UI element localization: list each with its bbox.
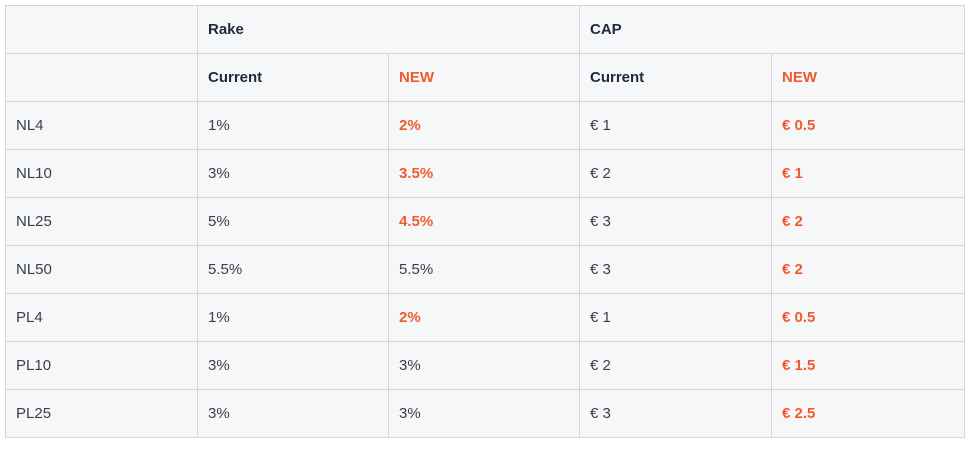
- empty-corner-cell: [5, 5, 198, 54]
- rake-new-header: NEW: [388, 53, 580, 102]
- rake-new-cell: 3%: [388, 341, 580, 390]
- cap-new-cell: € 2.5: [771, 389, 965, 438]
- rake-current-cell: 1%: [197, 293, 389, 342]
- table-body: Rake CAP Current NEW Current NEW NL4 1% 2%…: [5, 5, 965, 438]
- cap-new-header: NEW: [771, 53, 965, 102]
- cap-current-cell: € 2: [579, 341, 772, 390]
- stake-cell: NL50: [5, 245, 198, 294]
- rake-new-cell: 4.5%: [388, 197, 580, 246]
- rake-new-cell: 3.5%: [388, 149, 580, 198]
- rake-new-cell: 2%: [388, 101, 580, 150]
- cap-current-cell: € 3: [579, 245, 772, 294]
- cap-new-cell: € 1: [771, 149, 965, 198]
- rake-current-cell: 3%: [197, 389, 389, 438]
- rake-new-cell: 2%: [388, 293, 580, 342]
- rake-current-cell: 3%: [197, 149, 389, 198]
- rake-current-cell: 5.5%: [197, 245, 389, 294]
- cap-group-header: CAP: [579, 5, 965, 54]
- sub-header-row: Current NEW Current NEW: [5, 53, 965, 102]
- cap-new-cell: € 2: [771, 197, 965, 246]
- rake-current-header: Current: [197, 53, 389, 102]
- rake-new-cell: 5.5%: [388, 245, 580, 294]
- stake-cell: NL25: [5, 197, 198, 246]
- rake-cap-table-container: Rake CAP Current NEW Current NEW NL4 1% 2%…: [5, 5, 965, 438]
- rake-current-cell: 3%: [197, 341, 389, 390]
- rake-current-cell: 5%: [197, 197, 389, 246]
- table-row: PL4 1% 2% € 1 € 0.5: [5, 293, 965, 342]
- cap-current-header: Current: [579, 53, 772, 102]
- cap-new-cell: € 0.5: [771, 293, 965, 342]
- cap-current-cell: € 1: [579, 293, 772, 342]
- rake-new-cell: 3%: [388, 389, 580, 438]
- table-row: NL25 5% 4.5% € 3 € 2: [5, 197, 965, 246]
- cap-current-cell: € 2: [579, 149, 772, 198]
- table-row: NL10 3% 3.5% € 2 € 1: [5, 149, 965, 198]
- stake-cell: PL25: [5, 389, 198, 438]
- table-row: NL50 5.5% 5.5% € 3 € 2: [5, 245, 965, 294]
- cap-new-cell: € 1.5: [771, 341, 965, 390]
- cap-new-cell: € 0.5: [771, 101, 965, 150]
- empty-stake-header-cell: [5, 53, 198, 102]
- group-header-row: Rake CAP: [5, 5, 965, 54]
- table-row: PL25 3% 3% € 3 € 2.5: [5, 389, 965, 438]
- rake-current-cell: 1%: [197, 101, 389, 150]
- stake-cell: PL10: [5, 341, 198, 390]
- table-row: NL4 1% 2% € 1 € 0.5: [5, 101, 965, 150]
- rake-cap-table: Rake CAP Current NEW Current NEW NL4 1% 2%…: [5, 5, 965, 438]
- cap-current-cell: € 3: [579, 389, 772, 438]
- stake-cell: NL4: [5, 101, 198, 150]
- cap-current-cell: € 3: [579, 197, 772, 246]
- rake-group-header: Rake: [197, 5, 580, 54]
- table-row: PL10 3% 3% € 2 € 1.5: [5, 341, 965, 390]
- stake-cell: NL10: [5, 149, 198, 198]
- stake-cell: PL4: [5, 293, 198, 342]
- cap-current-cell: € 1: [579, 101, 772, 150]
- cap-new-cell: € 2: [771, 245, 965, 294]
